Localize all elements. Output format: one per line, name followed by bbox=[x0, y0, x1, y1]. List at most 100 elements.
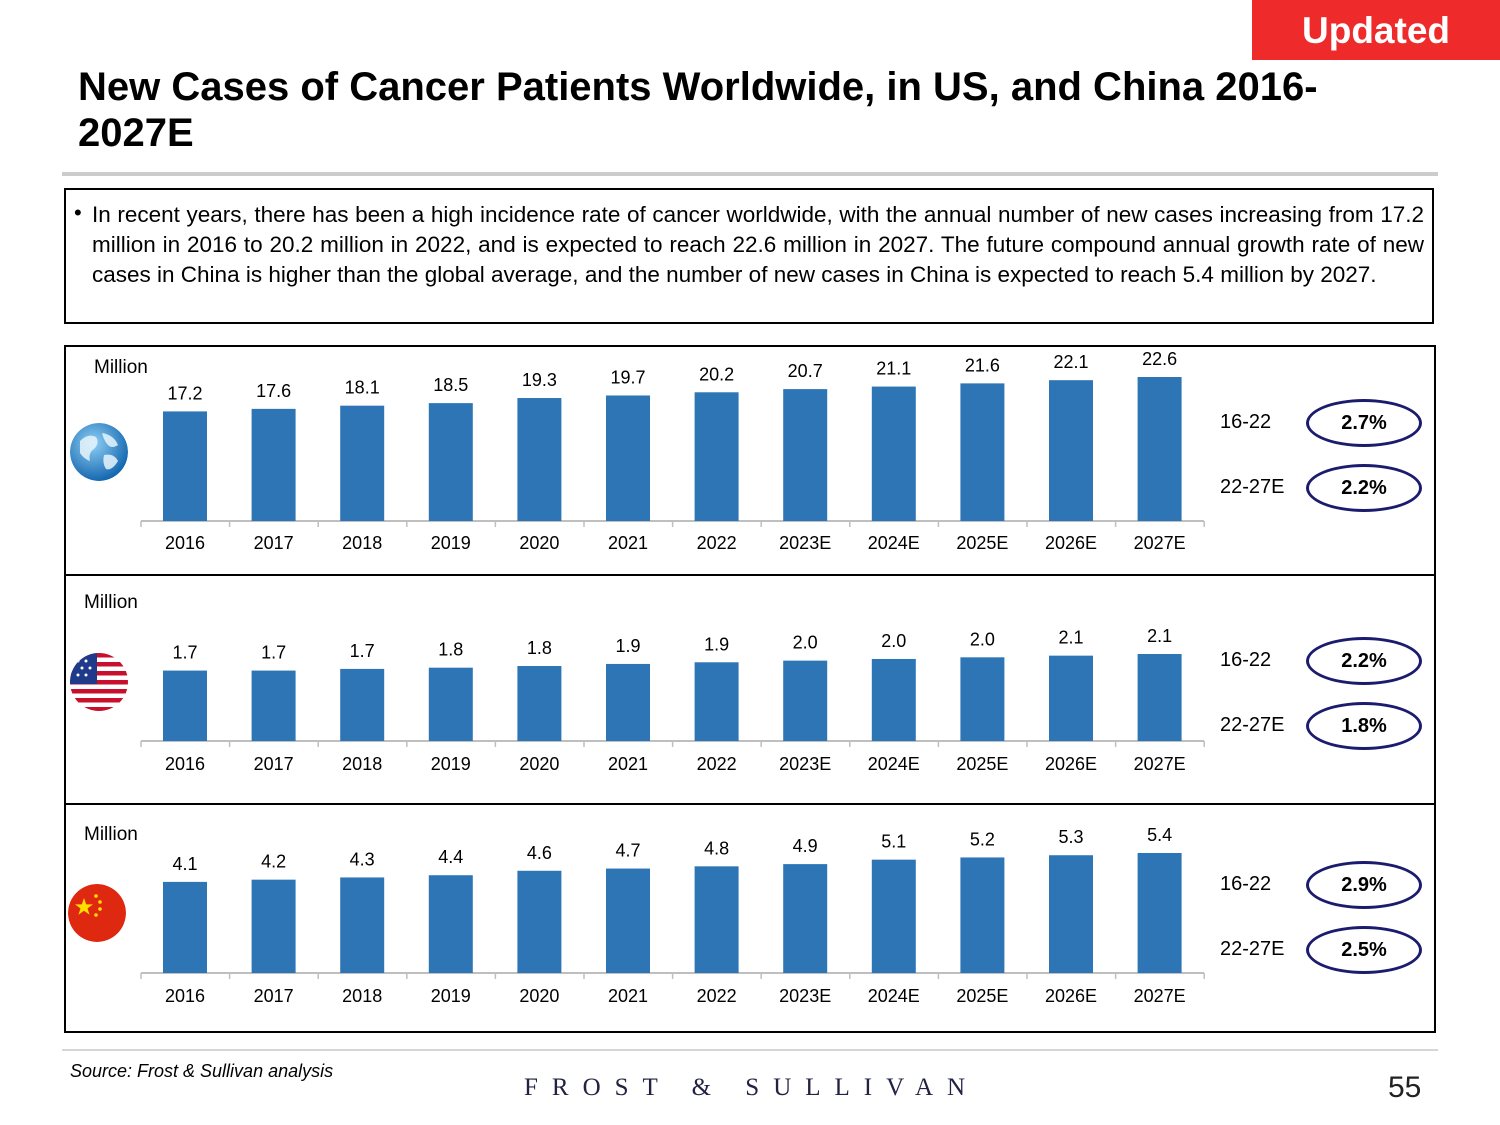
panel-divider bbox=[66, 574, 1434, 576]
category-label: 2024E bbox=[868, 533, 920, 553]
data-label: 19.7 bbox=[610, 367, 645, 387]
bar bbox=[871, 859, 916, 973]
data-label: 18.5 bbox=[433, 375, 468, 395]
bar bbox=[783, 660, 828, 741]
data-label: 22.1 bbox=[1053, 352, 1088, 372]
data-label: 4.7 bbox=[615, 841, 640, 861]
category-label: 2024E bbox=[868, 986, 920, 1006]
bar-charts: 17.2 2016 17.6 2017 18.1 2018 18.5 2019 19.3 2020… bbox=[140, 349, 1205, 1006]
data-label: 20.7 bbox=[788, 361, 823, 381]
data-label: 19.3 bbox=[522, 370, 557, 390]
bar bbox=[163, 670, 207, 741]
bar bbox=[428, 875, 473, 973]
data-label: 1.7 bbox=[172, 643, 197, 663]
page-number: 55 bbox=[1388, 1071, 1422, 1104]
data-label: 2.0 bbox=[793, 633, 818, 653]
bar bbox=[251, 879, 296, 973]
data-label: 1.9 bbox=[704, 634, 729, 654]
category-label: 2017 bbox=[254, 986, 294, 1006]
bar bbox=[694, 662, 739, 741]
bar bbox=[428, 667, 473, 741]
bar bbox=[251, 670, 296, 741]
category-label: 2026E bbox=[1045, 533, 1097, 553]
bar bbox=[1049, 380, 1093, 521]
category-label: 2026E bbox=[1045, 754, 1097, 774]
brand-logo: FROST & SULLIVAN bbox=[524, 1074, 980, 1101]
title-divider bbox=[62, 172, 1438, 176]
data-label: 4.4 bbox=[438, 847, 463, 867]
category-label: 2020 bbox=[519, 533, 559, 553]
bar bbox=[871, 386, 916, 521]
cagr-period-label: 22-27E bbox=[1220, 476, 1285, 498]
bar bbox=[1137, 654, 1182, 741]
bar bbox=[606, 663, 650, 741]
category-label: 2021 bbox=[608, 986, 648, 1006]
summary-text: In recent years, there has been a high i… bbox=[92, 202, 1424, 287]
china-flag-icon bbox=[68, 884, 126, 942]
category-label: 2026E bbox=[1045, 986, 1097, 1006]
updated-badge: Updated bbox=[1252, 0, 1500, 60]
cagr-value-badge: 2.7% bbox=[1306, 399, 1422, 447]
cagr-period-label: 22-27E bbox=[1220, 938, 1285, 960]
page-title: New Cases of Cancer Patients Worldwide, … bbox=[78, 65, 1318, 155]
cagr-period-label: 22-27E bbox=[1220, 714, 1285, 736]
bar bbox=[960, 657, 1005, 741]
data-label: 18.1 bbox=[345, 378, 380, 398]
bar bbox=[1137, 377, 1182, 521]
category-label: 2019 bbox=[431, 754, 471, 774]
footer-divider bbox=[62, 1049, 1438, 1051]
category-label: 2017 bbox=[254, 533, 294, 553]
cagr-value-badge: 2.2% bbox=[1306, 637, 1422, 685]
category-label: 2025E bbox=[956, 533, 1008, 553]
category-label: 2017 bbox=[254, 754, 294, 774]
data-label: 4.9 bbox=[793, 836, 818, 856]
bar bbox=[694, 866, 739, 973]
category-label: 2023E bbox=[779, 986, 831, 1006]
data-label: 5.3 bbox=[1058, 827, 1083, 847]
category-label: 2019 bbox=[431, 986, 471, 1006]
data-label: 2.0 bbox=[881, 631, 906, 651]
data-label: 4.6 bbox=[527, 843, 552, 863]
unit-label: Million bbox=[84, 824, 138, 845]
category-label: 2024E bbox=[868, 754, 920, 774]
bar bbox=[517, 666, 562, 741]
category-label: 2016 bbox=[165, 754, 205, 774]
data-label: 1.8 bbox=[527, 638, 552, 658]
data-label: 20.2 bbox=[699, 364, 734, 384]
category-label: 2023E bbox=[779, 754, 831, 774]
source-note: Source: Frost & Sullivan analysis bbox=[70, 1061, 334, 1081]
category-label: 2016 bbox=[165, 986, 205, 1006]
bar bbox=[1137, 853, 1182, 973]
data-label: 5.1 bbox=[881, 832, 906, 852]
data-label: 1.9 bbox=[615, 636, 640, 656]
bar bbox=[960, 383, 1005, 521]
cagr-value-badge: 2.2% bbox=[1306, 464, 1422, 512]
data-label: 4.2 bbox=[261, 852, 286, 872]
bar bbox=[694, 392, 739, 521]
cagr-value-badge: 1.8% bbox=[1306, 702, 1422, 750]
data-label: 4.3 bbox=[350, 849, 375, 869]
category-label: 2022 bbox=[697, 754, 737, 774]
category-label: 2021 bbox=[608, 533, 648, 553]
category-label: 2022 bbox=[697, 986, 737, 1006]
bar bbox=[1049, 855, 1093, 973]
data-label: 1.8 bbox=[438, 640, 463, 660]
category-label: 2027E bbox=[1134, 754, 1186, 774]
category-label: 2025E bbox=[956, 754, 1008, 774]
bar bbox=[163, 411, 207, 521]
category-label: 2019 bbox=[431, 533, 471, 553]
data-label: 5.4 bbox=[1147, 825, 1172, 845]
bar bbox=[1049, 655, 1093, 741]
bar bbox=[871, 658, 916, 741]
data-label: 2.1 bbox=[1058, 628, 1083, 648]
unit-label: Million bbox=[84, 592, 138, 613]
category-label: 2016 bbox=[165, 533, 205, 553]
category-label: 2018 bbox=[342, 533, 382, 553]
bar bbox=[163, 881, 207, 973]
cagr-period-label: 16-22 bbox=[1220, 649, 1272, 671]
category-label: 2027E bbox=[1134, 533, 1186, 553]
bar bbox=[960, 857, 1005, 973]
cagr-period-label: 16-22 bbox=[1220, 873, 1272, 895]
category-label: 2027E bbox=[1134, 986, 1186, 1006]
bar bbox=[251, 408, 296, 521]
